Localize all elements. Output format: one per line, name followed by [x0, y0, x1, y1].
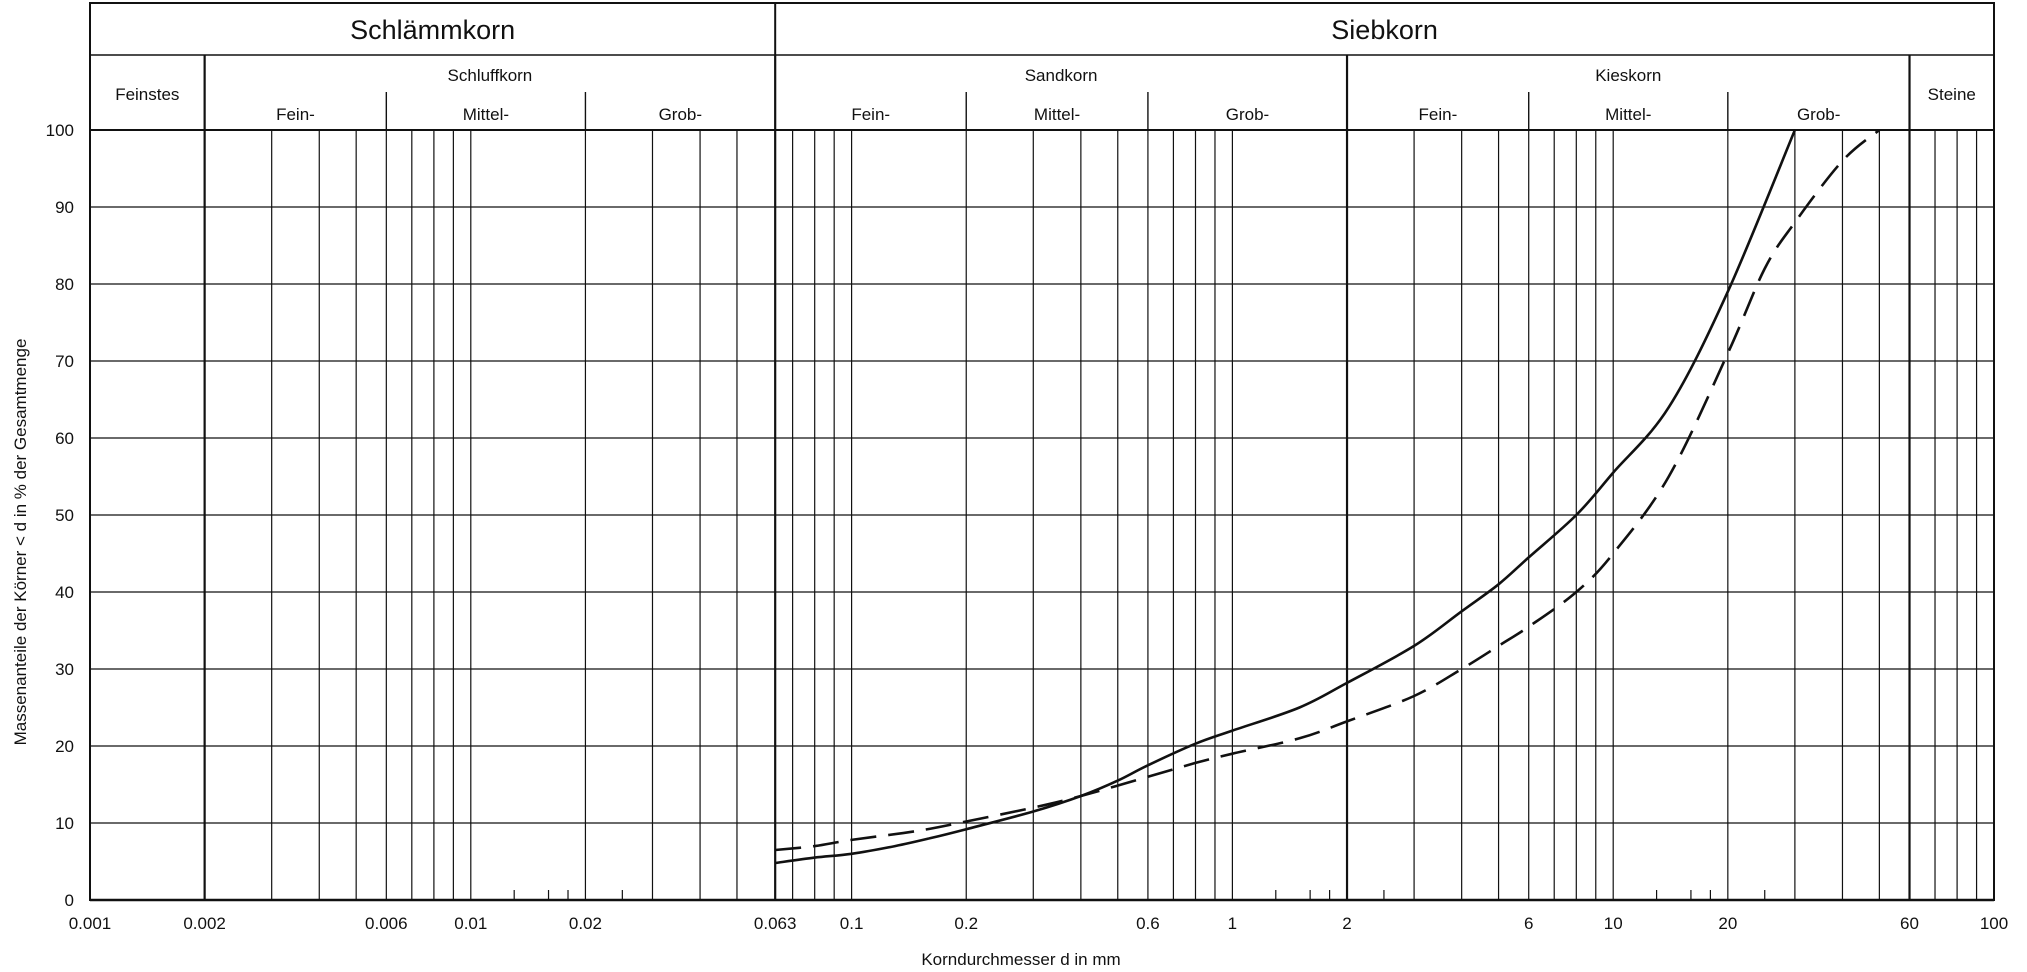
subfraction-label: Mittel- — [463, 105, 509, 124]
y-tick-label: 60 — [55, 429, 74, 448]
fraction-label: Sandkorn — [1025, 66, 1098, 85]
chart-grid — [89, 2, 1995, 902]
x-tick-label: 2 — [1342, 914, 1351, 933]
y-tick-label: 20 — [55, 737, 74, 756]
y-tick-label: 70 — [55, 352, 74, 371]
group-label: Siebkorn — [1331, 15, 1438, 45]
y-tick-label: 80 — [55, 275, 74, 294]
fraction-label: Feinstes — [115, 85, 179, 104]
x-tick-label: 0.02 — [569, 914, 602, 933]
fraction-label: Steine — [1928, 85, 1976, 104]
fraction-label: Kieskorn — [1595, 66, 1661, 85]
y-tick-label: 90 — [55, 198, 74, 217]
x-tick-label: 0.063 — [754, 914, 797, 933]
x-tick-label: 0.006 — [365, 914, 408, 933]
x-tick-label: 60 — [1900, 914, 1919, 933]
chart-frame — [89, 2, 1995, 901]
x-tick-label: 0.001 — [69, 914, 112, 933]
x-tick-label: 10 — [1604, 914, 1623, 933]
subfraction-label: Mittel- — [1034, 105, 1080, 124]
subfraction-label: Fein- — [1419, 105, 1458, 124]
x-tick-label: 0.002 — [183, 914, 226, 933]
y-tick-label: 10 — [55, 814, 74, 833]
fraction-label: Schluffkorn — [448, 66, 533, 85]
x-tick-label: 0.01 — [454, 914, 487, 933]
x-tick-label: 0.1 — [840, 914, 864, 933]
y-tick-label: 100 — [46, 121, 74, 140]
group-label: Schlämmkorn — [350, 15, 515, 45]
y-tick-label: 30 — [55, 660, 74, 679]
y-tick-label: 50 — [55, 506, 74, 525]
series-line-solid — [775, 129, 1797, 865]
x-tick-label: 0.2 — [954, 914, 978, 933]
subfraction-label: Fein- — [276, 105, 315, 124]
series-line-dashed — [775, 128, 1881, 852]
subfraction-label: Grob- — [1797, 105, 1840, 124]
y-tick-label: 40 — [55, 583, 74, 602]
x-tick-label: 0.6 — [1136, 914, 1160, 933]
subfraction-label: Grob- — [1226, 105, 1269, 124]
subfraction-label: Fein- — [851, 105, 890, 124]
x-tick-label: 20 — [1718, 914, 1737, 933]
y-tick-label: 0 — [65, 891, 74, 910]
chart-tick-labels: 0 10 20 30 40 50 60 70 80 90 100 0.001 0.002 0.006 0.0… — [46, 121, 2009, 933]
chart-series — [775, 128, 1881, 865]
x-axis-label: Korndurchmesser d in mm — [921, 950, 1120, 969]
x-tick-label: 6 — [1524, 914, 1533, 933]
y-axis-label: Massenanteile der Körner < d in % der Ge… — [11, 339, 30, 746]
subfraction-label: Mittel- — [1605, 105, 1651, 124]
classification-header: Schlämmkorn Siebkorn Feinstes Schluffkorn Sa… — [90, 3, 1994, 130]
x-tick-label: 1 — [1228, 914, 1237, 933]
x-tick-label: 100 — [1980, 914, 2008, 933]
subfraction-label: Grob- — [659, 105, 702, 124]
